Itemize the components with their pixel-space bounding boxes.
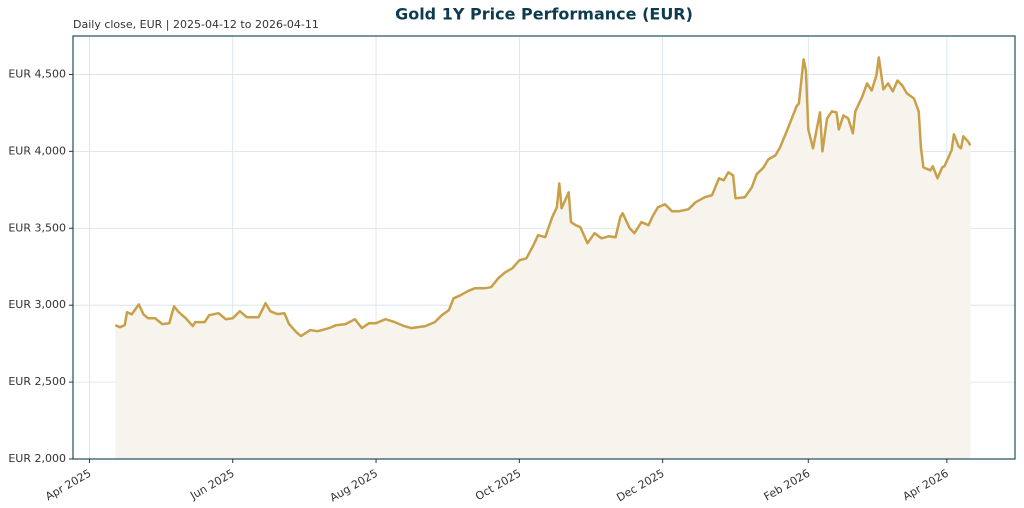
y-tick-label: EUR 2,500	[8, 375, 66, 388]
plot-area	[114, 56, 972, 460]
x-tick-label: Jun 2025	[187, 467, 237, 503]
x-tick-label: Dec 2025	[614, 467, 666, 505]
x-tick-label: Aug 2025	[328, 467, 380, 505]
chart-subtitle: Daily close, EUR | 2025-04-12 to 2026-04…	[73, 18, 319, 31]
x-tick-label: Oct 2025	[473, 467, 523, 504]
area	[115, 57, 971, 460]
line	[114, 56, 972, 338]
y-tick-label: EUR 4,500	[8, 67, 66, 80]
y-tick-label: EUR 4,000	[8, 144, 66, 157]
y-tick-label: EUR 3,500	[8, 221, 66, 234]
chart-title: Gold 1Y Price Performance (EUR)	[395, 5, 693, 24]
x-tick-label: Apr 2025	[43, 467, 93, 504]
plot-frame	[72, 35, 1016, 460]
x-tick-label: Feb 2026	[762, 467, 813, 504]
x-tick-label: Apr 2026	[901, 467, 951, 504]
y-tick-label: EUR 3,000	[8, 298, 66, 311]
y-tick-label: EUR 2,000	[8, 452, 66, 465]
